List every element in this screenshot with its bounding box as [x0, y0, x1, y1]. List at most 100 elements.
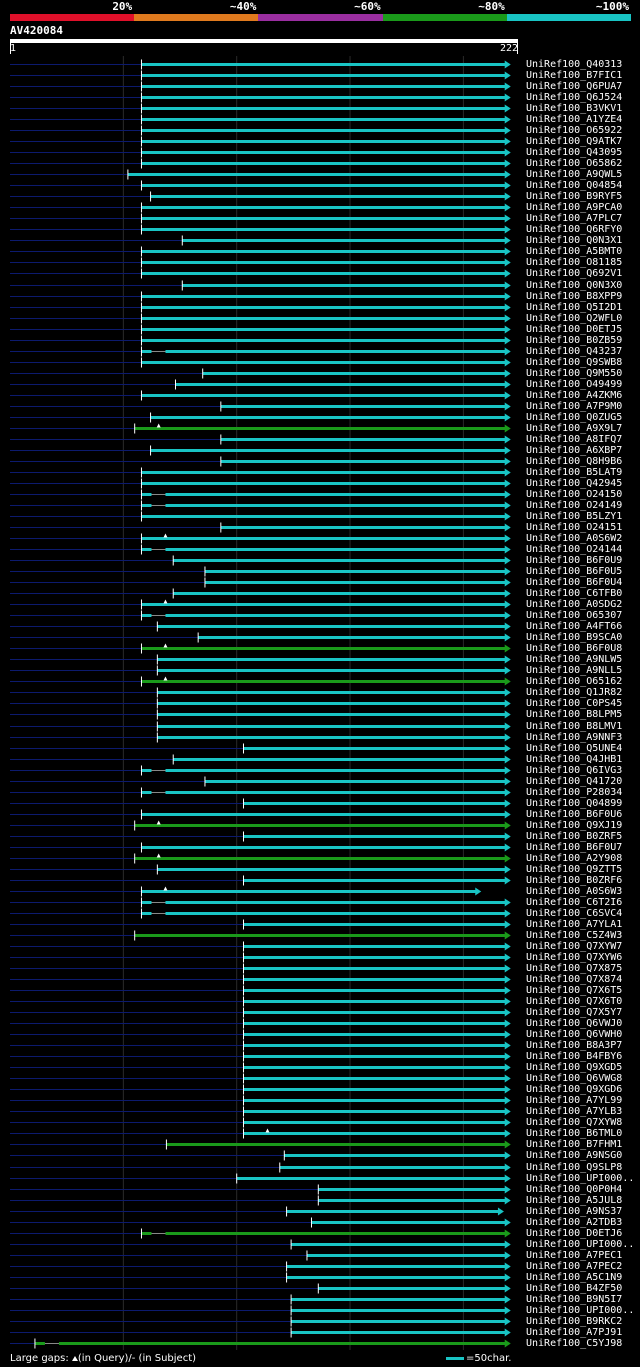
hit-label-link[interactable]: UniRef100_B6F0U4 — [526, 576, 623, 588]
hit-label-link[interactable]: UniRef100_Q2WFL0 — [526, 312, 623, 324]
hit-label-link[interactable]: UniRef100_O24151 — [526, 521, 623, 533]
hit-label-link[interactable]: UniRef100_B5LAT9 — [526, 466, 623, 478]
hit-label-link[interactable]: UniRef100_Q6PUA7 — [526, 80, 623, 92]
hit-label-link[interactable]: UniRef100_A5C1N9 — [526, 1271, 623, 1283]
hit-label-link[interactable]: UniRef100_Q04899 — [526, 797, 623, 809]
hit-label-link[interactable]: UniRef100_Q43095 — [526, 146, 623, 158]
hit-label-link[interactable]: UniRef100_O49499 — [526, 378, 623, 390]
hit-label-link[interactable]: UniRef100_Q5I2D1 — [526, 301, 623, 313]
hit-label-link[interactable]: UniRef100_B3VKV1 — [526, 102, 623, 114]
hit-label-link[interactable]: UniRef100_C6T2I6 — [526, 896, 623, 908]
hit-label-link[interactable]: UniRef100_A5BMT0 — [526, 245, 623, 257]
hit-label-link[interactable]: UniRef100_B8LMV1 — [526, 720, 623, 732]
hit-label-link[interactable]: UniRef100_Q6J524 — [526, 91, 623, 103]
hit-label-link[interactable]: UniRef100_Q9ATK7 — [526, 135, 623, 147]
hit-label-link[interactable]: UniRef100_A0S6W2 — [526, 532, 623, 544]
hit-label-link[interactable]: UniRef100_Q7X874 — [526, 973, 623, 985]
hit-label-link[interactable]: UniRef100_A0SDG2 — [526, 598, 623, 610]
hit-label-link[interactable]: UniRef100_B6F0U7 — [526, 841, 623, 853]
hit-label-link[interactable]: UniRef100_C5YJ98 — [526, 1337, 623, 1349]
hit-label-link[interactable]: UniRef100_A7PEC2 — [526, 1260, 623, 1272]
hit-label-link[interactable]: UniRef100_O65307 — [526, 609, 623, 621]
hit-label-link[interactable]: UniRef100_B7FIC1 — [526, 69, 623, 81]
hit-label-link[interactable]: UniRef100_Q7X6T5 — [526, 984, 623, 996]
hit-label-link[interactable]: UniRef100_Q5UNE4 — [526, 742, 623, 754]
hit-label-link[interactable]: UniRef100_Q04854 — [526, 179, 623, 191]
hit-label-link[interactable]: UniRef100_B4ZF50 — [526, 1282, 623, 1294]
hit-label-link[interactable]: UniRef100_A9NS37 — [526, 1205, 623, 1217]
hit-label-link[interactable]: UniRef100_B6F0U9 — [526, 554, 623, 566]
hit-label-link[interactable]: UniRef100_Q1JR82 — [526, 686, 623, 698]
hit-label-link[interactable]: UniRef100_A8IFQ7 — [526, 433, 623, 445]
hit-label-link[interactable]: UniRef100_A2TDB3 — [526, 1216, 623, 1228]
hit-label-link[interactable]: UniRef100_A7PJ91 — [526, 1326, 623, 1338]
hit-label-link[interactable]: UniRef100_A9PCA0 — [526, 201, 623, 213]
hit-label-link[interactable]: UniRef100_Q6VWG8 — [526, 1072, 623, 1084]
hit-label-link[interactable]: UniRef100_A1YZE4 — [526, 113, 623, 125]
hit-label-link[interactable]: UniRef100_D0ETJ6 — [526, 1227, 623, 1239]
hit-label-link[interactable]: UniRef100_Q7X6T0 — [526, 995, 623, 1007]
hit-label-link[interactable]: UniRef100_Q7X875 — [526, 962, 623, 974]
hit-label-link[interactable]: UniRef100_Q7XYW6 — [526, 951, 623, 963]
hit-label-link[interactable]: UniRef100_B9RKC2 — [526, 1315, 623, 1327]
hit-label-link[interactable]: UniRef100_O24144 — [526, 543, 623, 555]
hit-label-link[interactable]: UniRef100_Q9SLP8 — [526, 1161, 623, 1173]
hit-label-link[interactable]: UniRef100_Q9SWB8 — [526, 356, 623, 368]
hit-label-link[interactable]: UniRef100_Q9XGD5 — [526, 1061, 623, 1073]
hit-label-link[interactable]: UniRef100_Q692V1 — [526, 267, 623, 279]
hit-label-link[interactable]: UniRef100_B4FBY6 — [526, 1050, 623, 1062]
hit-label-link[interactable]: UniRef100_Q6VWJ0 — [526, 1017, 623, 1029]
hit-label-link[interactable]: UniRef100_B0ZRF6 — [526, 874, 623, 886]
hit-label-link[interactable]: UniRef100_A9X9L7 — [526, 422, 623, 434]
hit-label-link[interactable]: UniRef100_Q0ZUG5 — [526, 411, 623, 423]
hit-label-link[interactable]: UniRef100_B9N5I7 — [526, 1293, 623, 1305]
hit-label-link[interactable]: UniRef100_A7YL99 — [526, 1094, 623, 1106]
hit-label-link[interactable]: UniRef100_A9NLW5 — [526, 653, 623, 665]
hit-label-link[interactable]: UniRef100_P28034 — [526, 786, 623, 798]
hit-label-link[interactable]: UniRef100_B8XPP9 — [526, 290, 623, 302]
hit-label-link[interactable]: UniRef100_B8A3P7 — [526, 1039, 623, 1051]
hit-label-link[interactable]: UniRef100_B9SCA0 — [526, 631, 623, 643]
hit-label-link[interactable]: UniRef100_UPI000.. — [526, 1238, 635, 1250]
hit-label-link[interactable]: UniRef100_Q6VWH0 — [526, 1028, 623, 1040]
hit-label-link[interactable]: UniRef100_A9NNF3 — [526, 731, 623, 743]
hit-label-link[interactable]: UniRef100_C6SVC4 — [526, 907, 623, 919]
hit-label-link[interactable]: UniRef100_A7PEC1 — [526, 1249, 623, 1261]
hit-label-link[interactable]: UniRef100_C5Z4W3 — [526, 929, 623, 941]
hit-label-link[interactable]: UniRef100_A4FT66 — [526, 620, 623, 632]
hit-label-link[interactable]: UniRef100_D0ETJ5 — [526, 323, 623, 335]
hit-label-link[interactable]: UniRef100_O65922 — [526, 124, 623, 136]
hit-label-link[interactable]: UniRef100_Q9XGD6 — [526, 1083, 623, 1095]
hit-label-link[interactable]: UniRef100_UPI000.. — [526, 1304, 635, 1316]
hit-label-link[interactable]: UniRef100_Q4JHB1 — [526, 753, 623, 765]
hit-label-link[interactable]: UniRef100_A6XBP7 — [526, 444, 623, 456]
hit-label-link[interactable]: UniRef100_B8LPM5 — [526, 708, 623, 720]
hit-label-link[interactable]: UniRef100_B6F0U8 — [526, 642, 623, 654]
hit-label-link[interactable]: UniRef100_C6TFB0 — [526, 587, 623, 599]
hit-label-link[interactable]: UniRef100_O81185 — [526, 256, 623, 268]
hit-label-link[interactable]: UniRef100_A7P9M0 — [526, 400, 623, 412]
hit-label-link[interactable]: UniRef100_Q7XYW8 — [526, 1116, 623, 1128]
hit-label-link[interactable]: UniRef100_Q0P0H4 — [526, 1183, 623, 1195]
hit-label-link[interactable]: UniRef100_A0S6W3 — [526, 885, 623, 897]
hit-label-link[interactable]: UniRef100_Q9XJ19 — [526, 819, 623, 831]
hit-label-link[interactable]: UniRef100_B7FHM1 — [526, 1138, 623, 1150]
hit-label-link[interactable]: UniRef100_A7YLA1 — [526, 918, 623, 930]
hit-label-link[interactable]: UniRef100_Q6RFY0 — [526, 223, 623, 235]
hit-label-link[interactable]: UniRef100_A9NSG0 — [526, 1149, 623, 1161]
hit-label-link[interactable]: UniRef100_Q0N3X1 — [526, 234, 623, 246]
hit-label-link[interactable]: UniRef100_O24149 — [526, 499, 623, 511]
hit-label-link[interactable]: UniRef100_Q9ZTT5 — [526, 863, 623, 875]
hit-label-link[interactable]: UniRef100_Q9M550 — [526, 367, 623, 379]
hit-label-link[interactable]: UniRef100_A2Y908 — [526, 852, 623, 864]
hit-label-link[interactable]: UniRef100_Q41720 — [526, 775, 623, 787]
hit-label-link[interactable]: UniRef100_B6F0U6 — [526, 808, 623, 820]
hit-label-link[interactable]: UniRef100_B9RYF5 — [526, 190, 623, 202]
hit-label-link[interactable]: UniRef100_B0ZRF5 — [526, 830, 623, 842]
hit-label-link[interactable]: UniRef100_Q7XYW7 — [526, 940, 623, 952]
hit-label-link[interactable]: UniRef100_B0ZB59 — [526, 334, 623, 346]
hit-label-link[interactable]: UniRef100_A5JUL8 — [526, 1194, 623, 1206]
hit-label-link[interactable]: UniRef100_B6TML0 — [526, 1127, 623, 1139]
hit-label-link[interactable]: UniRef100_O24150 — [526, 488, 623, 500]
hit-label-link[interactable]: UniRef100_Q8H9B6 — [526, 455, 623, 467]
